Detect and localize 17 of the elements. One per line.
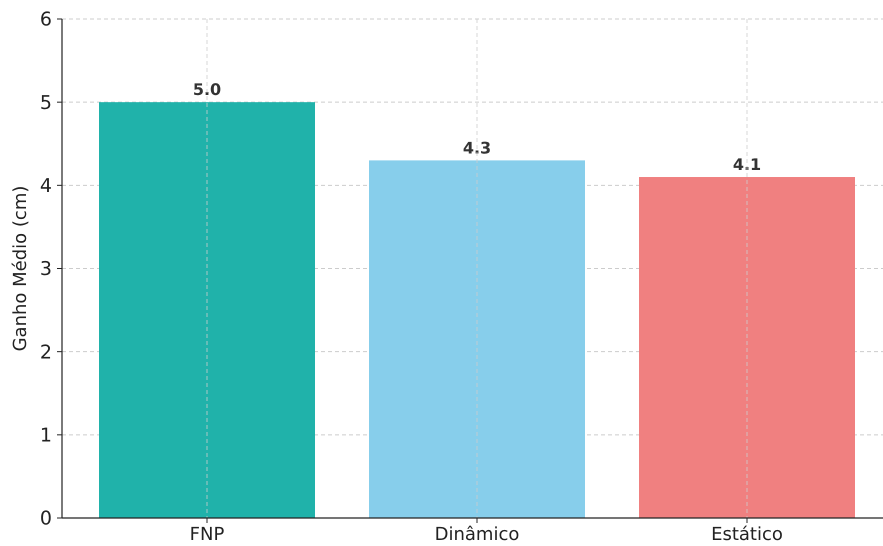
- y-tick-label: 3: [40, 258, 52, 280]
- y-axis-title: Ganho Médio (cm): [10, 186, 31, 352]
- y-tick-label: 4: [40, 174, 52, 197]
- bar: [369, 160, 585, 518]
- data-label: 4.1: [732, 155, 762, 174]
- x-tick-label: Dinâmico: [434, 524, 520, 545]
- bar: [99, 102, 315, 518]
- data-label: 5.0: [192, 80, 222, 100]
- y-tick-label: 1: [40, 424, 52, 446]
- x-tick-label: Estático: [711, 524, 783, 545]
- data-label: 4.3: [462, 138, 492, 158]
- y-tick-label: 2: [40, 341, 52, 364]
- y-tick-label: 0: [40, 508, 52, 530]
- bar: [639, 177, 855, 518]
- y-tick-label: 5: [40, 92, 52, 114]
- x-tick-label: FNP: [190, 524, 224, 545]
- y-tick-label: 6: [40, 8, 52, 31]
